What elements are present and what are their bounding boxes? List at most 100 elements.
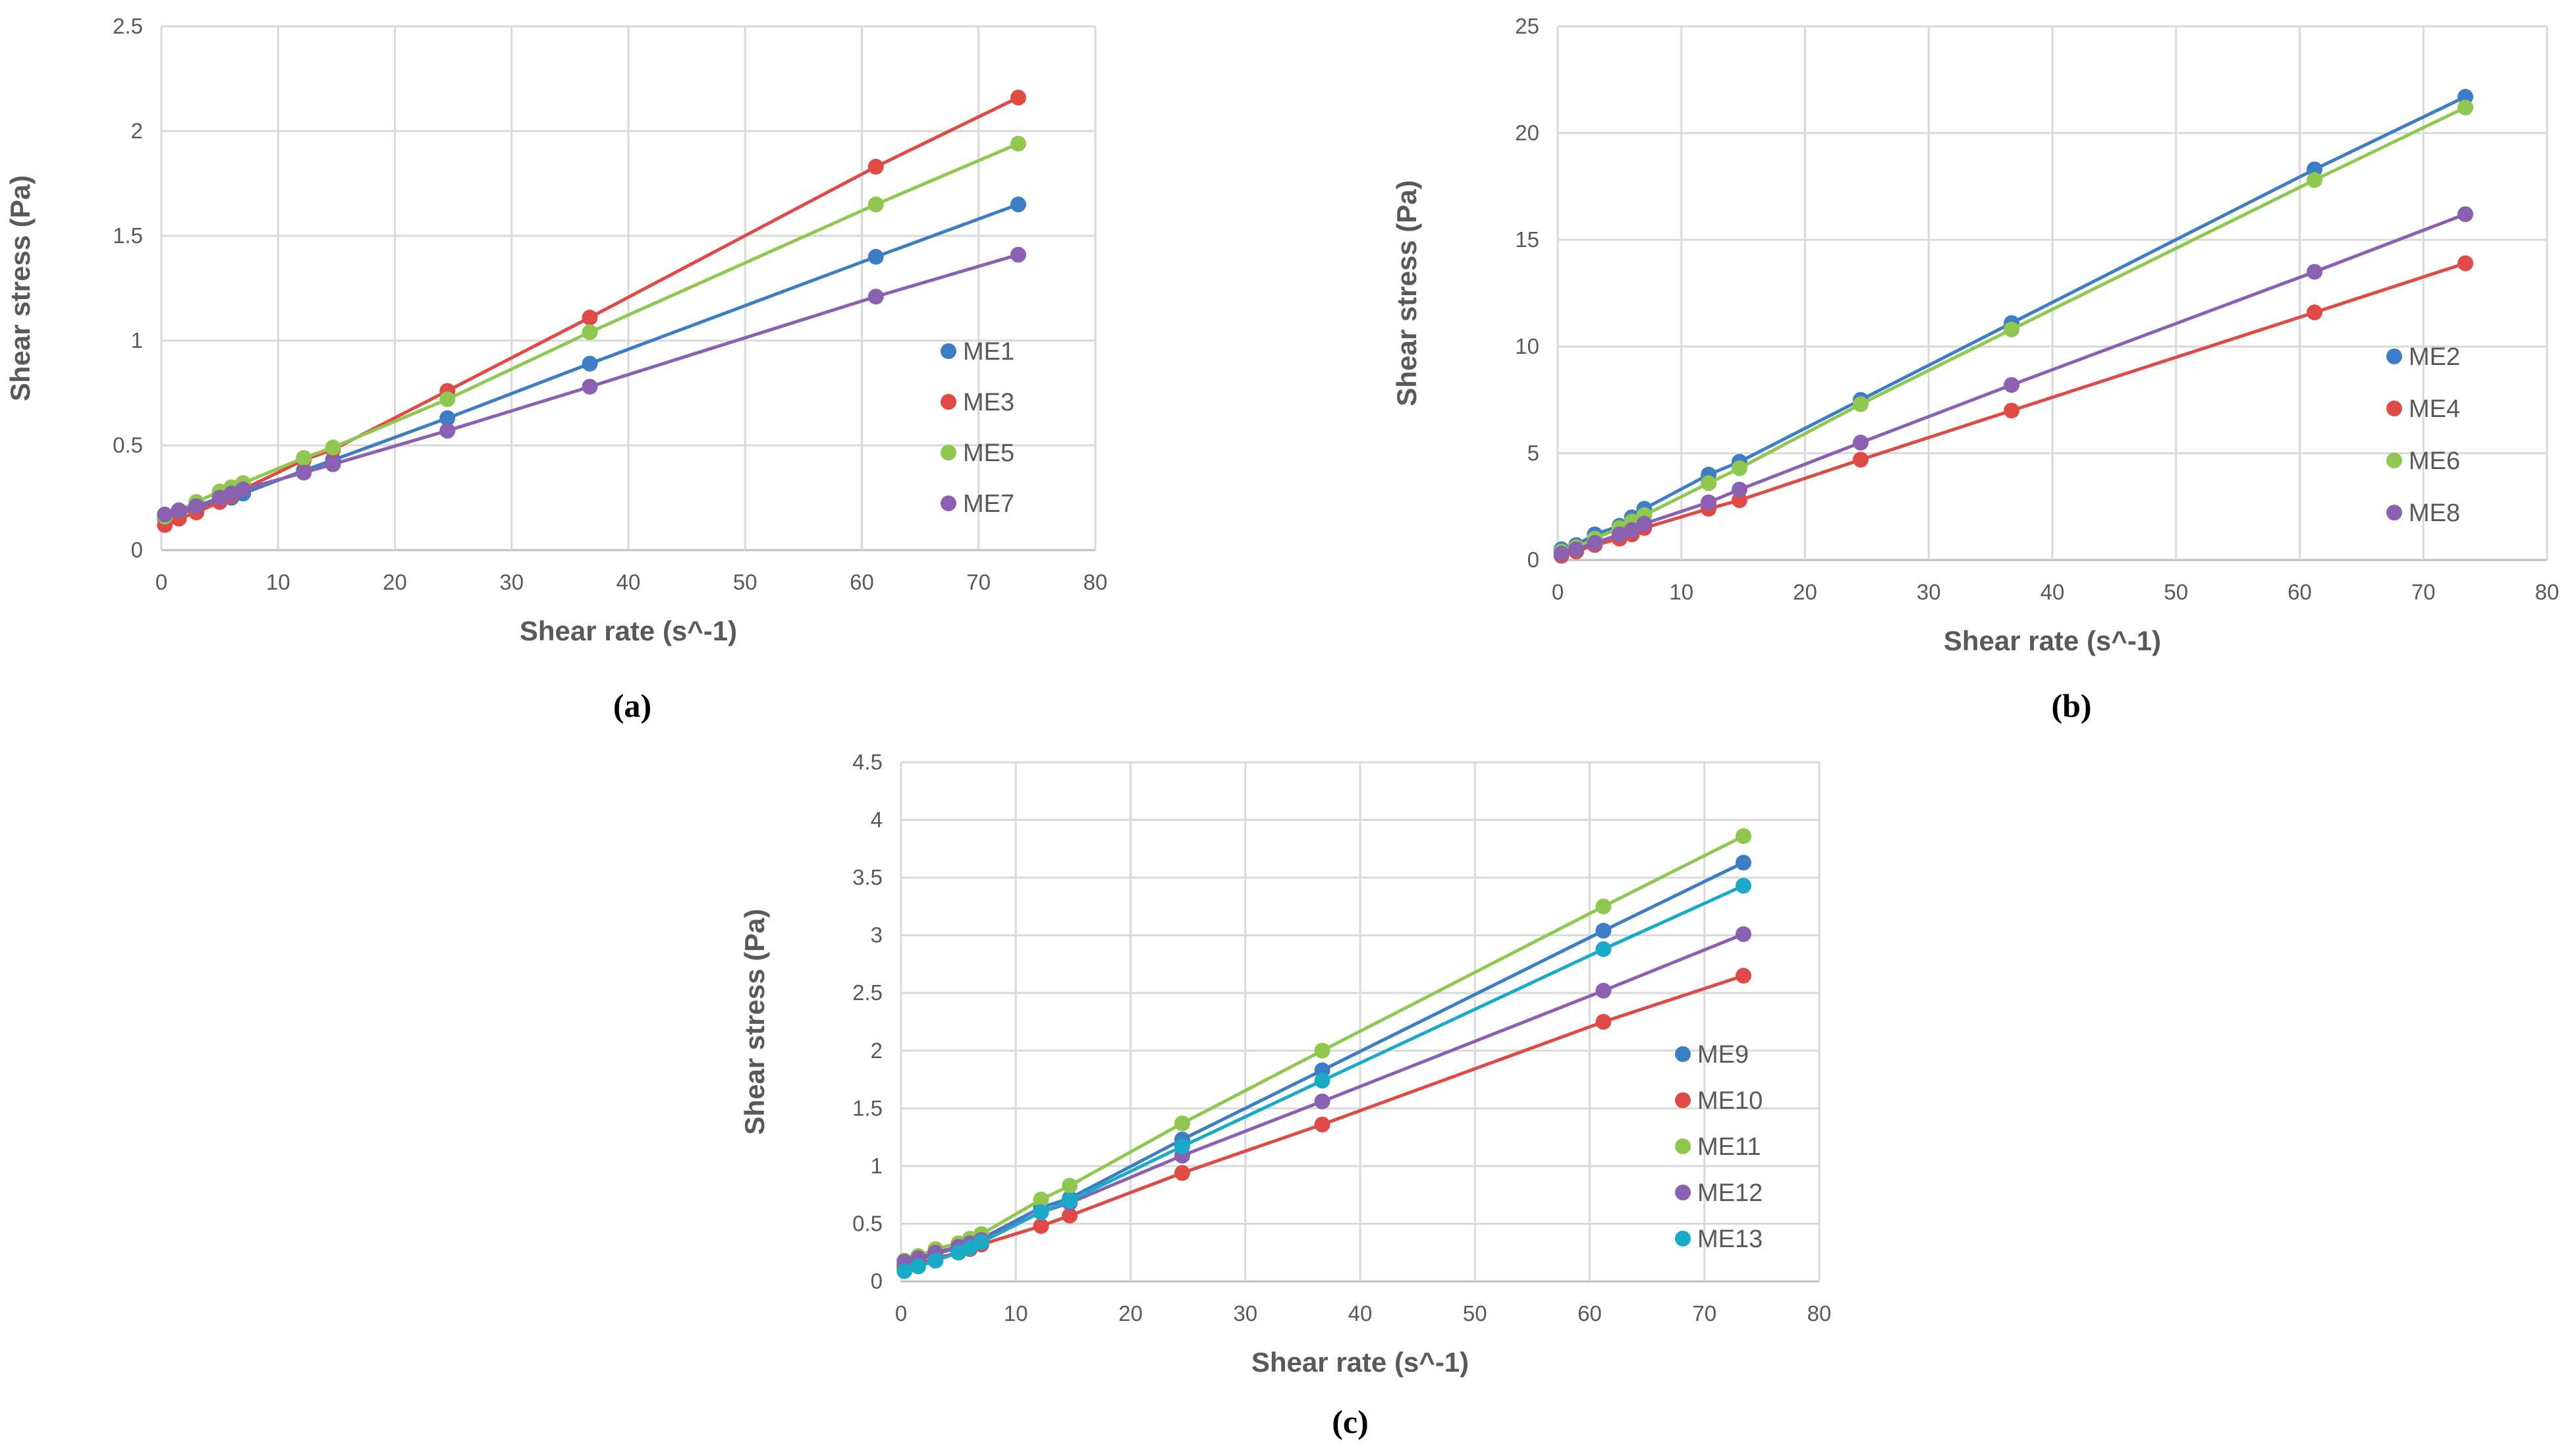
y-tick-label: 20 bbox=[1515, 121, 1539, 145]
data-point-me8 bbox=[1587, 535, 1603, 551]
data-point-me10 bbox=[1174, 1165, 1190, 1181]
x-tick-label: 40 bbox=[2041, 580, 2065, 604]
y-tick-label: 0 bbox=[1527, 547, 1539, 572]
legend-label-me4: ME4 bbox=[2409, 395, 2460, 423]
y-tick-label: 4.5 bbox=[852, 750, 883, 774]
data-point-me7 bbox=[235, 481, 252, 497]
legend-marker-me6 bbox=[2386, 453, 2402, 468]
data-point-me5 bbox=[439, 391, 456, 408]
y-tick-label: 1 bbox=[131, 328, 143, 352]
data-point-me7 bbox=[325, 456, 341, 472]
y-tick-label: 1 bbox=[871, 1154, 883, 1178]
legend-label-me8: ME8 bbox=[2409, 499, 2460, 527]
y-tick-label: 4 bbox=[871, 808, 883, 832]
data-point-me6 bbox=[2457, 99, 2474, 116]
data-point-me9 bbox=[1595, 922, 1612, 939]
x-tick-label: 30 bbox=[1233, 1301, 1257, 1326]
y-tick-label: 2 bbox=[871, 1038, 883, 1063]
x-tick-label: 80 bbox=[2535, 580, 2560, 604]
data-point-me10 bbox=[1595, 1014, 1612, 1030]
data-point-me11 bbox=[1314, 1042, 1330, 1059]
legend-marker-me9 bbox=[1675, 1046, 1691, 1062]
data-point-me8 bbox=[2457, 206, 2474, 223]
chart-caption: (b) bbox=[2051, 687, 2091, 724]
legend-marker-me12 bbox=[1675, 1185, 1691, 1200]
legend-marker-me11 bbox=[1675, 1138, 1691, 1154]
data-point-me1 bbox=[867, 248, 884, 265]
x-tick-label: 60 bbox=[2288, 580, 2312, 604]
data-point-me10 bbox=[1314, 1116, 1330, 1133]
x-tick-label: 50 bbox=[1463, 1301, 1487, 1326]
data-point-me10 bbox=[1033, 1218, 1049, 1234]
data-point-me7 bbox=[439, 422, 456, 439]
legend-marker-me2 bbox=[2386, 349, 2402, 364]
data-point-me11 bbox=[1595, 898, 1612, 914]
data-point-me5 bbox=[325, 439, 341, 456]
data-point-me1 bbox=[439, 410, 456, 426]
y-tick-label: 25 bbox=[1515, 14, 1539, 38]
data-point-me13 bbox=[1033, 1204, 1049, 1220]
data-point-me7 bbox=[157, 506, 173, 522]
data-point-me7 bbox=[188, 498, 205, 515]
x-tick-label: 50 bbox=[2164, 580, 2188, 604]
x-tick-label: 80 bbox=[1083, 570, 1108, 594]
legend-label-me7: ME7 bbox=[963, 490, 1014, 518]
legend-label-me5: ME5 bbox=[963, 439, 1014, 467]
x-tick-label: 60 bbox=[850, 570, 874, 594]
legend-marker-me4 bbox=[2386, 401, 2402, 416]
x-tick-label: 30 bbox=[499, 570, 524, 594]
data-point-me12 bbox=[1735, 926, 1751, 942]
chart-caption: (c) bbox=[1332, 1403, 1369, 1440]
legend-label-me10: ME10 bbox=[1697, 1087, 1763, 1115]
y-tick-label: 3 bbox=[871, 923, 883, 947]
chart-b: 0 5 10 15 20 25 0 10 20 30 40 50 60 70 80 Shear rate (s… bbox=[1391, 14, 2559, 724]
legend-marker-me1 bbox=[941, 343, 956, 359]
x-tick-label: 20 bbox=[383, 570, 407, 594]
chart-caption: (a) bbox=[613, 687, 651, 724]
data-point-me5 bbox=[582, 324, 598, 341]
x-axis-title: Shear rate (s^-1) bbox=[1944, 625, 2161, 656]
data-point-me4 bbox=[2004, 403, 2020, 419]
x-tick-label: 40 bbox=[617, 570, 641, 594]
data-point-me5 bbox=[1010, 136, 1027, 152]
data-point-me7 bbox=[867, 289, 884, 305]
data-point-me6 bbox=[2004, 322, 2020, 338]
x-tick-label: 80 bbox=[1807, 1301, 1832, 1326]
x-axis-title: Shear rate (s^-1) bbox=[520, 615, 737, 646]
legend-label-me12: ME12 bbox=[1697, 1179, 1763, 1207]
y-tick-label: 2.5 bbox=[852, 980, 883, 1005]
legend-label-me13: ME13 bbox=[1697, 1225, 1763, 1253]
y-axis-title: Shear stress (Pa) bbox=[1391, 180, 1422, 406]
data-point-me8 bbox=[1731, 482, 1747, 498]
data-point-me10 bbox=[1735, 967, 1751, 984]
data-point-me3 bbox=[582, 310, 598, 326]
x-tick-label: 70 bbox=[1692, 1301, 1716, 1326]
data-point-me13 bbox=[1314, 1073, 1330, 1089]
legend-marker-me5 bbox=[941, 445, 956, 461]
data-point-me6 bbox=[1731, 460, 1747, 476]
data-point-me13 bbox=[896, 1263, 913, 1279]
y-tick-label: 0 bbox=[131, 538, 143, 562]
x-tick-label: 0 bbox=[155, 570, 167, 594]
data-point-me13 bbox=[910, 1258, 927, 1275]
data-point-me7 bbox=[582, 378, 598, 395]
data-point-me6 bbox=[1852, 396, 1869, 412]
x-tick-label: 60 bbox=[1577, 1301, 1602, 1326]
data-point-me4 bbox=[2307, 304, 2323, 321]
legend-label-me3: ME3 bbox=[963, 389, 1014, 416]
data-point-me13 bbox=[1062, 1192, 1078, 1209]
y-axis-title: Shear stress (Pa) bbox=[739, 909, 770, 1134]
legend-marker-me8 bbox=[2386, 505, 2402, 520]
data-point-me7 bbox=[296, 464, 312, 481]
x-tick-label: 70 bbox=[2411, 580, 2436, 604]
data-point-me12 bbox=[1314, 1093, 1330, 1109]
y-tick-label: 1.5 bbox=[113, 223, 143, 248]
data-point-me1 bbox=[582, 355, 598, 372]
data-point-me8 bbox=[1611, 526, 1628, 543]
legend-marker-me10 bbox=[1675, 1092, 1691, 1108]
x-tick-label: 30 bbox=[1917, 580, 1941, 604]
legend-label-me11: ME11 bbox=[1697, 1133, 1761, 1161]
chart-c: 0 0.5 1 1.5 2 2.5 3 3.5 4 4.5 0 10 20 30 40 50 60 70 80 She… bbox=[739, 750, 1831, 1440]
chart-a: 0 0.5 1 1.5 2 2.5 0 10 20 30 40 50 60 70 80 Shear rate … bbox=[5, 14, 1107, 724]
